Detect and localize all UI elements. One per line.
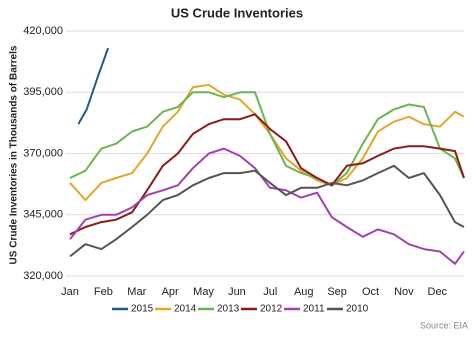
x-tick-label: Nov xyxy=(394,286,414,298)
x-tick-label: Jun xyxy=(228,286,246,298)
y-axis-label: US Crude Inventories in Thousands of Bar… xyxy=(9,45,20,264)
legend-label: 2013 xyxy=(217,304,240,315)
x-tick-label: Mar xyxy=(127,286,146,298)
x-tick-label: Apr xyxy=(162,286,179,298)
x-tick-label: Dec xyxy=(428,286,448,298)
x-tick-label: Oct xyxy=(362,286,379,298)
y-tick-label: 320,000 xyxy=(23,270,63,282)
chart-title: US Crude Inventories xyxy=(171,5,303,20)
legend-label: 2012 xyxy=(260,304,283,315)
y-tick-label: 395,000 xyxy=(23,86,63,98)
series-line xyxy=(69,91,465,187)
series-line xyxy=(77,47,110,125)
x-tick-label: May xyxy=(193,286,214,298)
x-tick-label: Jul xyxy=(263,286,277,298)
y-tick-label: 420,000 xyxy=(23,25,63,37)
legend-label: 2014 xyxy=(174,304,197,315)
x-tick-label: Feb xyxy=(94,286,113,298)
series-line xyxy=(69,164,465,258)
legend-label: 2015 xyxy=(131,304,154,315)
y-tick-label: 345,000 xyxy=(23,209,63,221)
x-tick-label: Jan xyxy=(61,286,79,298)
x-tick-label: Sep xyxy=(327,286,347,298)
legend-label: 2011 xyxy=(303,304,325,315)
series-line xyxy=(69,147,465,265)
y-tick-label: 370,000 xyxy=(23,147,63,159)
source: Source: EIA xyxy=(420,320,468,330)
series-line xyxy=(69,113,465,236)
x-tick-label: Aug xyxy=(294,286,314,298)
legend-label: 2010 xyxy=(346,304,369,315)
